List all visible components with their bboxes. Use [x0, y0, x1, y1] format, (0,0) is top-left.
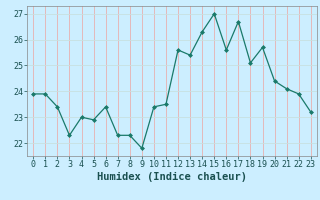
X-axis label: Humidex (Indice chaleur): Humidex (Indice chaleur): [97, 172, 247, 182]
